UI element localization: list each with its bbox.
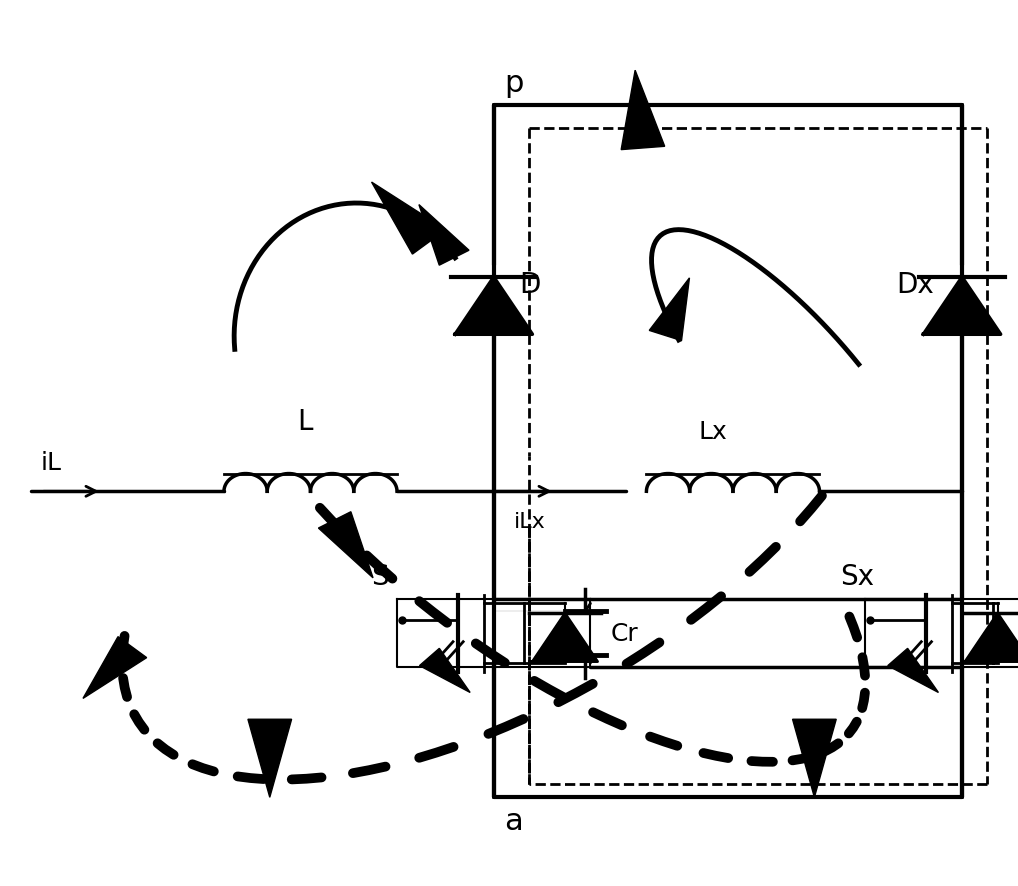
Text: L: L xyxy=(297,408,314,436)
Polygon shape xyxy=(532,614,598,662)
Text: p: p xyxy=(504,68,523,97)
Polygon shape xyxy=(372,183,446,255)
Text: Lx: Lx xyxy=(698,420,727,444)
Polygon shape xyxy=(455,277,532,335)
Polygon shape xyxy=(793,719,836,797)
Polygon shape xyxy=(248,719,291,797)
Polygon shape xyxy=(319,512,373,579)
Text: Cr: Cr xyxy=(611,621,638,646)
Polygon shape xyxy=(649,278,689,341)
Polygon shape xyxy=(83,637,147,698)
Polygon shape xyxy=(621,71,665,151)
Text: Sx: Sx xyxy=(840,563,873,591)
Text: D: D xyxy=(519,270,541,299)
Polygon shape xyxy=(419,649,470,693)
Polygon shape xyxy=(419,206,469,266)
Text: iL: iL xyxy=(41,451,62,475)
Text: a: a xyxy=(504,806,522,835)
Polygon shape xyxy=(965,614,1018,662)
Polygon shape xyxy=(888,649,939,693)
Text: Dx: Dx xyxy=(896,270,934,299)
Polygon shape xyxy=(923,277,1001,335)
Text: iLx: iLx xyxy=(513,511,546,532)
Text: S: S xyxy=(372,563,389,591)
